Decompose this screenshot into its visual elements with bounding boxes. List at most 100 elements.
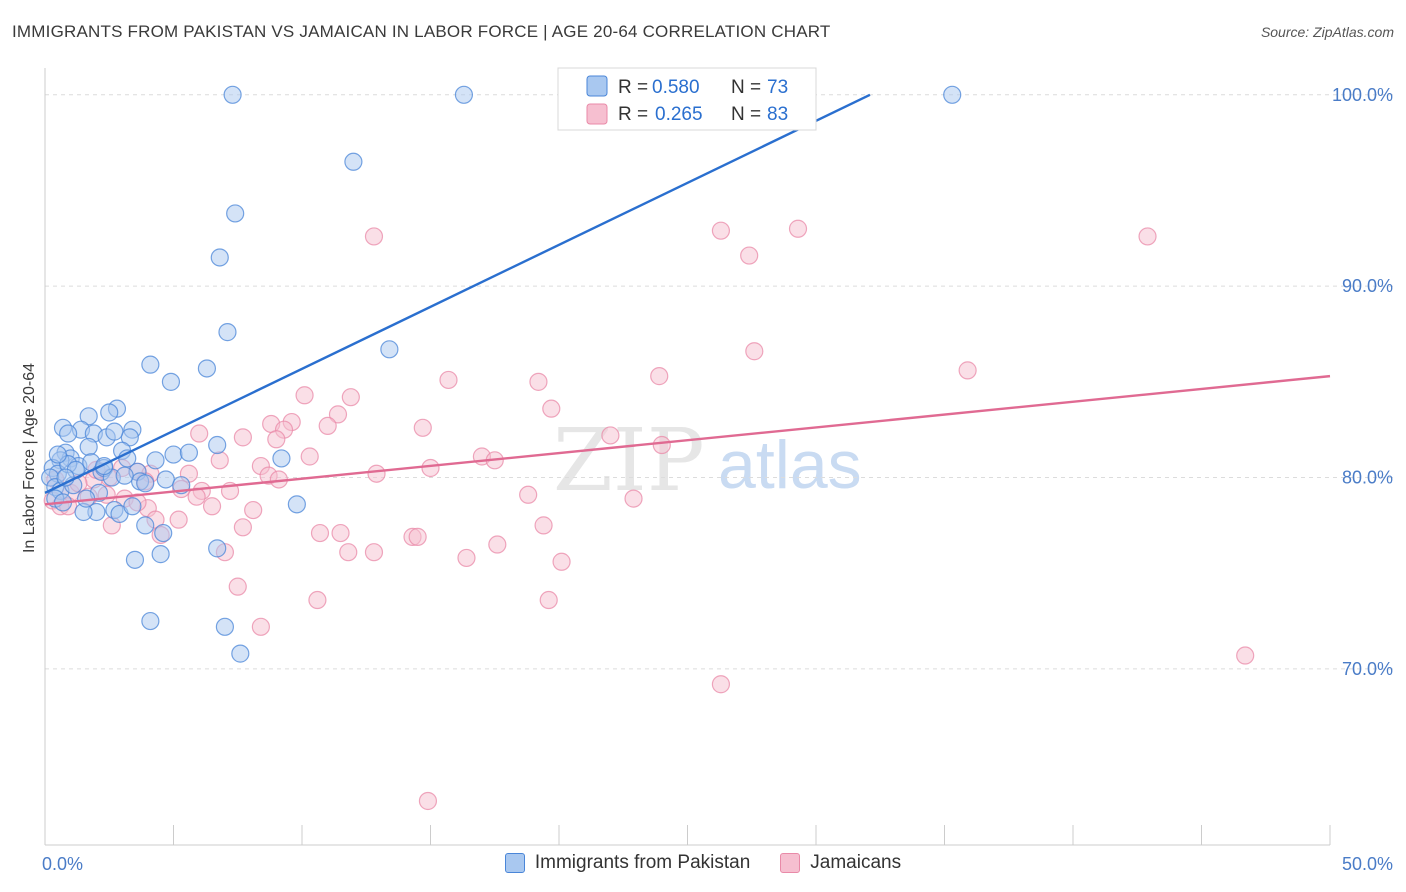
axes — [44, 68, 1331, 846]
pakistan-point — [943, 85, 962, 104]
jamaicans-point — [233, 428, 252, 447]
jamaicans-point — [267, 430, 286, 449]
y-axis-label: In Labor Force | Age 20-64 — [21, 363, 38, 553]
pakistan-point — [105, 422, 124, 441]
legend-label-pakistan: Immigrants from Pakistan — [534, 852, 751, 873]
jamaicans-point — [367, 464, 386, 483]
jamaicans-point — [740, 246, 759, 265]
pakistan-point — [48, 445, 67, 464]
jamaicans-point — [552, 552, 571, 571]
jamaicans-point — [308, 590, 327, 610]
pakistan-point — [208, 539, 227, 558]
pakistan-point — [59, 424, 78, 443]
pakistan-point — [287, 495, 306, 514]
legend-swatch-jamaicans-bottom — [780, 853, 801, 873]
pakistan-point — [100, 403, 119, 422]
pakistan-point — [141, 611, 160, 631]
pakistan-point — [272, 449, 291, 468]
source-label: Source: ZipAtlas.com — [1260, 24, 1394, 40]
jamaicans-point — [624, 489, 643, 508]
pakistan-point — [136, 474, 155, 493]
pakistan-point — [344, 152, 363, 171]
pakistan-point — [231, 644, 250, 663]
jamaicans-trend-line — [44, 374, 1331, 506]
tick-labels: 70.0% 80.0% 90.0% 100.0% 0.0% 50.0% — [42, 85, 1393, 874]
pakistan-point — [115, 466, 134, 485]
jamaicans-point — [711, 675, 731, 694]
legend-label-jamaicans: Jamaicans — [810, 852, 902, 873]
jamaicans-point — [418, 791, 438, 811]
pakistan-point — [179, 443, 199, 462]
jamaicans-point — [439, 370, 458, 390]
jamaicans-point — [202, 497, 222, 516]
jamaicans-point — [339, 543, 358, 562]
jamaicans-point — [534, 516, 553, 535]
jamaicans-point — [169, 510, 188, 529]
jamaicans-point — [539, 590, 558, 610]
jamaicans-point — [519, 485, 538, 504]
jamaicans-point — [1138, 227, 1157, 246]
legend-n-label-1: N = — [731, 77, 761, 98]
pakistan-point — [164, 445, 183, 464]
legend-r-label-2: R = — [618, 104, 648, 125]
x-tick-label-max: 50.0% — [1342, 854, 1393, 874]
pakistan-point — [454, 85, 474, 104]
grid — [45, 94, 1395, 670]
legend-swatch-pakistan — [586, 75, 608, 97]
jamaicans-point — [364, 227, 384, 246]
jamaicans-point — [331, 523, 350, 543]
jamaicans-point — [788, 219, 808, 238]
jamaicans-point — [251, 617, 270, 636]
pakistan-point — [79, 407, 98, 426]
jamaicans-point — [652, 435, 671, 455]
pakistan-point — [125, 550, 145, 569]
legend-item-pakistan: Immigrants from Pakistan — [504, 852, 751, 874]
pakistan-point — [208, 435, 227, 455]
jamaicans-point — [328, 405, 348, 424]
jamaicans-point — [650, 367, 669, 386]
jamaicans-point — [310, 523, 330, 543]
pakistan-points — [41, 85, 962, 663]
pakistan-point — [146, 451, 165, 470]
watermark-atlas: atlas — [718, 427, 862, 503]
jamaicans-point — [408, 527, 427, 546]
pakistan-point — [226, 204, 245, 223]
pakistan-point — [141, 355, 160, 374]
chart-title: IMMIGRANTS FROM PAKISTAN VS JAMAICAN IN … — [12, 22, 831, 41]
pakistan-point — [156, 470, 175, 489]
jamaicans-point — [542, 399, 561, 418]
pakistan-point — [218, 323, 237, 342]
y-tick-label: 90.0% — [1342, 276, 1393, 296]
legend-item-jamaicans: Jamaicans — [780, 852, 901, 874]
jamaicans-point — [413, 418, 432, 437]
legend-n-value-2: 83 — [767, 104, 788, 125]
y-tick-label: 100.0% — [1332, 85, 1393, 105]
jamaicans-point — [488, 535, 507, 554]
stats-legend: R = 0.580 N = 73 R = 0.265 N = 83 — [557, 67, 817, 131]
pakistan-point — [161, 372, 181, 391]
legend-n-label-2: N = — [731, 104, 761, 125]
trend-lines — [44, 93, 1331, 506]
legend-n-value-1: 73 — [767, 77, 788, 98]
jamaicans-point — [457, 548, 476, 568]
jamaicans-point — [190, 424, 209, 443]
watermark: ZIP atlas — [553, 411, 862, 511]
pakistan-point — [79, 437, 98, 457]
pakistan-point — [223, 85, 242, 104]
pakistan-point — [197, 359, 217, 378]
jamaicans-points — [43, 219, 1255, 811]
x-tick-label-min: 0.0% — [42, 854, 83, 874]
pakistan-point — [151, 545, 170, 564]
legend-swatch-jamaicans — [586, 103, 608, 125]
jamaicans-point — [745, 342, 764, 361]
jamaicans-point — [421, 458, 440, 478]
pakistan-point — [123, 497, 142, 516]
jamaicans-point — [958, 361, 977, 380]
y-tick-label: 80.0% — [1342, 468, 1393, 488]
jamaicans-point — [711, 221, 731, 240]
pakistan-point — [154, 523, 173, 543]
legend-r-value-1: 0.580 — [652, 77, 700, 98]
jamaicans-point — [1236, 646, 1255, 665]
jamaicans-point — [601, 426, 620, 445]
